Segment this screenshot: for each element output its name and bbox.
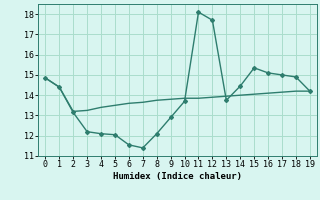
- X-axis label: Humidex (Indice chaleur): Humidex (Indice chaleur): [113, 172, 242, 181]
